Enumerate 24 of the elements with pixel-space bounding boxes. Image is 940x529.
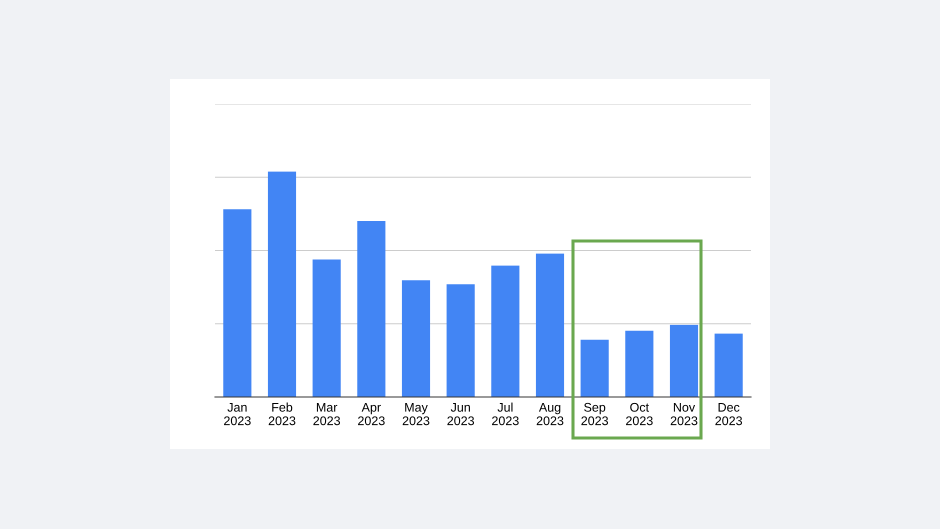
bar <box>580 340 609 397</box>
x-tick-label: Nov 2023 <box>670 403 698 426</box>
bar <box>268 172 296 397</box>
bar <box>446 284 475 397</box>
x-tick-label: Dec 2023 <box>715 403 742 426</box>
bar <box>402 280 430 397</box>
x-tick-label: Jul 2023 <box>492 402 519 426</box>
x-tick-label: Aug 2023 <box>536 403 564 426</box>
x-tick-label: Apr 2023 <box>358 403 385 426</box>
x-tick-label: Feb 2023 <box>268 402 296 426</box>
bar <box>491 266 520 397</box>
x-tick-label: Sep 2023 <box>581 402 608 426</box>
x-tick-label: Jan 2023 <box>224 403 251 426</box>
x-tick-label: May 2023 <box>402 403 430 426</box>
bar <box>357 220 386 397</box>
x-tick-label: Oct 2023 <box>626 402 653 426</box>
bar <box>625 330 654 397</box>
bar <box>312 260 341 397</box>
bar <box>223 209 252 397</box>
x-tick-label: Jun 2023 <box>447 403 474 426</box>
bar <box>536 254 564 397</box>
bar <box>714 334 743 397</box>
bar <box>670 324 698 397</box>
x-tick-label: Mar 2023 <box>313 403 340 426</box>
